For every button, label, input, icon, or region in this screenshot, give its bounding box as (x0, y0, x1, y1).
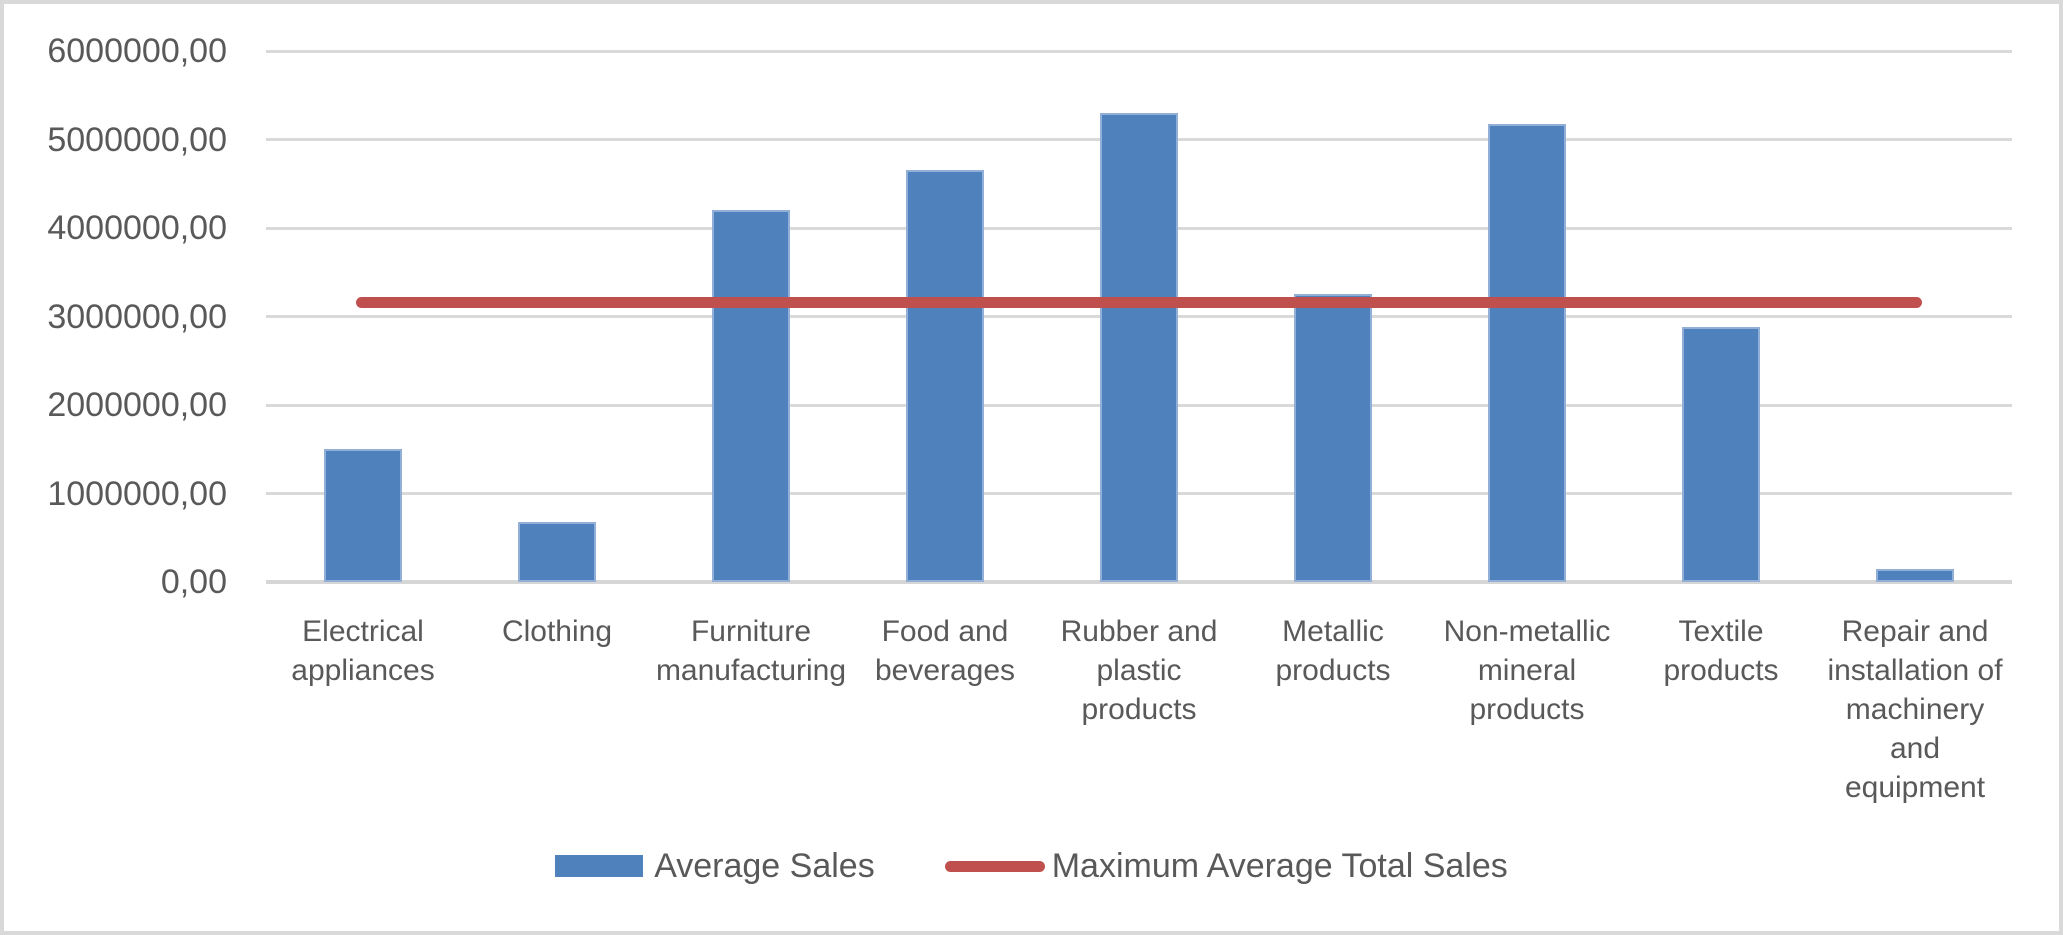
x-axis-line (266, 580, 2012, 584)
y-axis-tick-label: 2000000,00 (47, 386, 227, 424)
x-axis-label-line: Non-metallic (1443, 615, 1611, 648)
x-axis-category-label: Repair and installation of machinery and equ… (1827, 612, 2002, 807)
x-axis-label-line: installation of (1827, 654, 2003, 687)
x-axis-label-line: and (1889, 732, 1941, 765)
x-axis-category-label: Food and beverages (875, 612, 1015, 690)
x-axis-label-line: plastic (1096, 654, 1182, 687)
legend-label-average-sales: Average Sales (654, 847, 875, 885)
bar-furniture-manufacturing (712, 210, 790, 582)
x-axis-category-label: Non-metallic mineral products (1444, 612, 1611, 729)
x-axis-label-line: products (1081, 693, 1197, 726)
legend-line-swatch-icon (944, 860, 1045, 872)
x-axis-category-label: Furniture manufacturing (656, 612, 846, 690)
x-axis-label-line: Food and (881, 615, 1009, 648)
y-axis-tick-label: 3000000,00 (47, 297, 227, 336)
bar-textile-products (1682, 327, 1760, 582)
y-axis-tick-label: 4000000,00 (47, 209, 227, 247)
y-axis-tick-label: 0,00 (160, 563, 227, 601)
x-axis-label-line: Rubber and (1060, 615, 1218, 648)
x-axis-label-line: appliances (291, 654, 435, 687)
legend-item-average-sales: Average Sales (555, 842, 875, 890)
x-axis-label-line: equipment (1844, 771, 1986, 804)
x-axis-category-label: Clothing (502, 612, 612, 651)
maximum-average-total-sales-line (356, 296, 1922, 308)
x-axis-label-line: Textile (1678, 615, 1764, 648)
x-axis-label-line: Furniture (690, 615, 812, 648)
x-axis-category-label: Textile products (1663, 612, 1778, 690)
x-axis-label-line: Clothing (501, 615, 613, 648)
bar-clothing (518, 521, 596, 582)
y-axis-tick-label: 6000000,00 (47, 32, 227, 70)
x-axis-label-line: products (1469, 693, 1585, 726)
legend-label-maximum-average-total-sales: Maximum Average Total Sales (1051, 847, 1508, 885)
bar-food-and-beverages (906, 170, 984, 582)
bar-rubber-and-plastic-products (1100, 112, 1178, 582)
x-axis-label-line: Metallic (1282, 615, 1384, 648)
y-axis-tick-label: 5000000,00 (47, 120, 227, 159)
legend: Average Sales Maximum Average Total Sale… (0, 842, 2063, 890)
x-axis-label-line: manufacturing (655, 654, 847, 687)
horizontal-gridline (266, 49, 2012, 53)
x-axis-category-label: Rubber and plastic products (1061, 612, 1218, 729)
x-axis-label-line: Repair and (1841, 615, 1989, 648)
x-axis-category-label: Metallic products (1275, 612, 1390, 690)
x-axis-category-label: Electrical appliances (291, 612, 434, 690)
bar-repair-and-installation-of-machinery-and-equipment (1876, 568, 1954, 582)
legend-item-maximum-average-total-sales: Maximum Average Total Sales (944, 842, 1508, 890)
bar-non-metallic-mineral-products (1488, 123, 1566, 582)
x-axis-label-line: mineral (1477, 654, 1577, 687)
legend-bar-swatch-icon (555, 855, 644, 877)
x-axis-label-line: products (1663, 654, 1779, 687)
y-axis-tick-label: 1000000,00 (47, 474, 227, 513)
x-axis-label-line: machinery (1845, 693, 1985, 726)
bar-electrical-appliances (324, 449, 402, 582)
x-axis-label-line: beverages (874, 654, 1016, 687)
x-axis-label-line: products (1275, 654, 1391, 687)
x-axis-label-line: Electrical (302, 615, 424, 648)
bar-metallic-products (1294, 294, 1372, 582)
